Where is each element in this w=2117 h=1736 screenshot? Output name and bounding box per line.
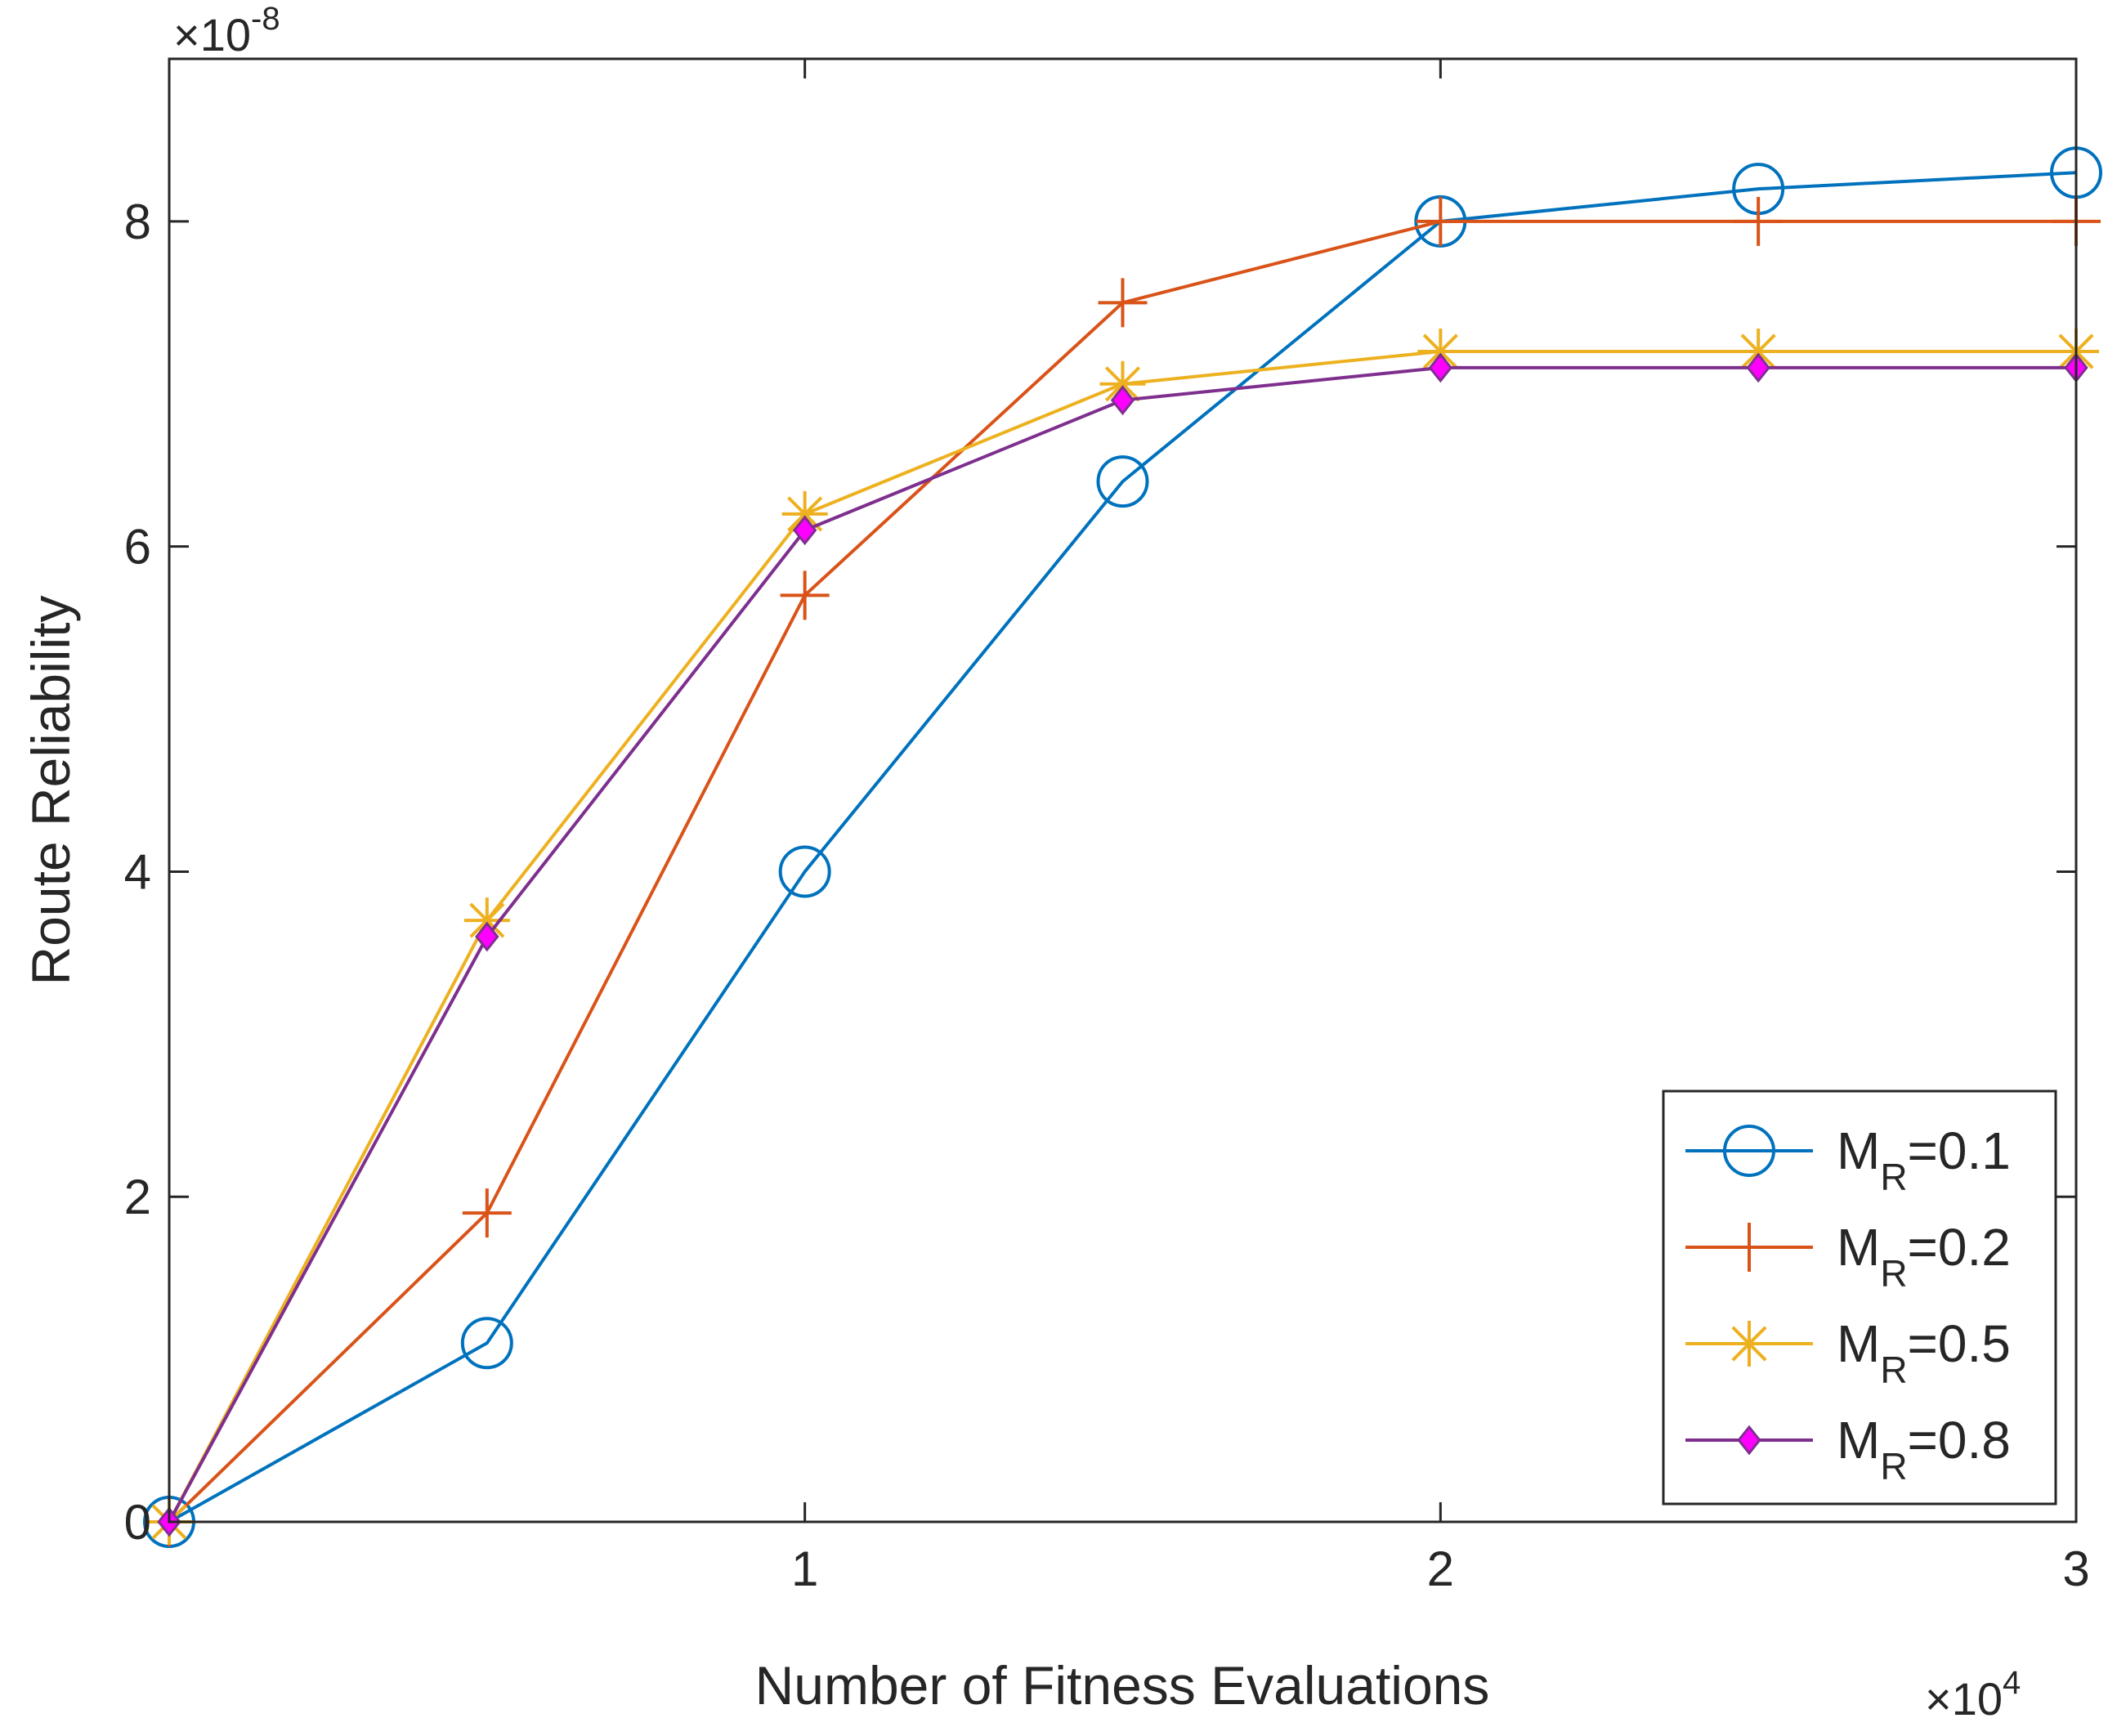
data-point bbox=[1734, 196, 1784, 246]
legend-item-2: MR=0.2 bbox=[1685, 1218, 2011, 1295]
data-point bbox=[792, 515, 817, 546]
star-d2 bbox=[787, 496, 823, 532]
data-point bbox=[778, 845, 831, 898]
y-tick-label: 4 bbox=[124, 844, 151, 899]
x-exponent-label: ×104 bbox=[1925, 1665, 2021, 1725]
legend: MR=0.1MR=0.2MR=0.5MR=0.8 bbox=[1662, 1089, 2057, 1506]
legend-marker bbox=[1726, 1321, 1772, 1367]
x-tick-label: 2 bbox=[1427, 1541, 1454, 1596]
star-d2 bbox=[1740, 333, 1776, 369]
data-point bbox=[1098, 278, 1148, 328]
data-point bbox=[780, 570, 830, 620]
legend-marker bbox=[1723, 1125, 1775, 1177]
legend-name: M bbox=[1837, 1121, 1880, 1180]
x-exponent-prefix: ×10 bbox=[1925, 1673, 2003, 1725]
x-tick-label: 1 bbox=[791, 1541, 818, 1596]
x-tick-labels: 1 2 3 bbox=[791, 1541, 2090, 1596]
data-point bbox=[460, 1317, 513, 1370]
legend-item-4: MR=0.8 bbox=[1685, 1411, 2011, 1488]
legend-label: MR=0.8 bbox=[1837, 1411, 2011, 1488]
axes-box bbox=[168, 57, 2078, 1523]
star-d2 bbox=[1731, 1326, 1767, 1362]
legend-subscript: R bbox=[1880, 1349, 1907, 1391]
legend-suffix: =0.8 bbox=[1908, 1411, 2011, 1470]
legend-item-3: MR=0.5 bbox=[1685, 1314, 2011, 1391]
y-exponent-prefix: ×10 bbox=[173, 9, 251, 60]
data-point bbox=[475, 921, 499, 952]
legend-subscript: R bbox=[1880, 1156, 1907, 1198]
y-tick-label: 2 bbox=[124, 1170, 151, 1224]
legend-name: M bbox=[1837, 1218, 1880, 1277]
star-d2 bbox=[1422, 333, 1458, 369]
data-point bbox=[1110, 385, 1135, 416]
legend-label: MR=0.5 bbox=[1837, 1314, 2011, 1391]
y-tick-labels: 0 2 4 6 8 bbox=[124, 195, 151, 1550]
x-tick-label: 3 bbox=[2062, 1541, 2089, 1596]
y-axis-label: Route Reliability bbox=[20, 596, 81, 986]
legend-name: M bbox=[1837, 1314, 1880, 1373]
y-tick-label: 8 bbox=[124, 195, 151, 249]
y-exponent-label: ×10-8 bbox=[173, 1, 280, 60]
data-point bbox=[1746, 352, 1770, 383]
data-point bbox=[1428, 352, 1453, 383]
legend-suffix: =0.5 bbox=[1908, 1314, 2011, 1373]
series-4 bbox=[157, 352, 2088, 1537]
legend-name: M bbox=[1837, 1411, 1880, 1470]
legend-suffix: =0.2 bbox=[1908, 1218, 2011, 1277]
data-point bbox=[1416, 196, 1466, 246]
y-tick-label: 0 bbox=[124, 1495, 151, 1550]
star-d2 bbox=[469, 902, 505, 938]
legend-marker bbox=[1737, 1425, 1761, 1456]
legend-box bbox=[1662, 1089, 2057, 1506]
legend-subscript: R bbox=[1880, 1252, 1907, 1295]
legend-marker bbox=[1725, 1223, 1774, 1272]
y-tick-label: 6 bbox=[124, 520, 151, 575]
x-exponent-power: 4 bbox=[2003, 1665, 2021, 1701]
series-layer bbox=[143, 146, 2102, 1548]
x-axis-label: Number of Fitness Evaluations bbox=[755, 1655, 1490, 1716]
data-point bbox=[1096, 455, 1149, 508]
data-point bbox=[462, 1188, 512, 1238]
legend-label: MR=0.2 bbox=[1837, 1218, 2011, 1295]
series-line bbox=[168, 171, 2077, 1523]
legend-subscript: R bbox=[1880, 1445, 1907, 1488]
legend-label: MR=0.1 bbox=[1837, 1121, 2011, 1198]
star-d2 bbox=[1104, 366, 1141, 402]
y-exponent-power: -8 bbox=[251, 1, 280, 37]
legend-suffix: =0.1 bbox=[1908, 1121, 2011, 1180]
legend-item-1: MR=0.1 bbox=[1685, 1121, 2011, 1198]
